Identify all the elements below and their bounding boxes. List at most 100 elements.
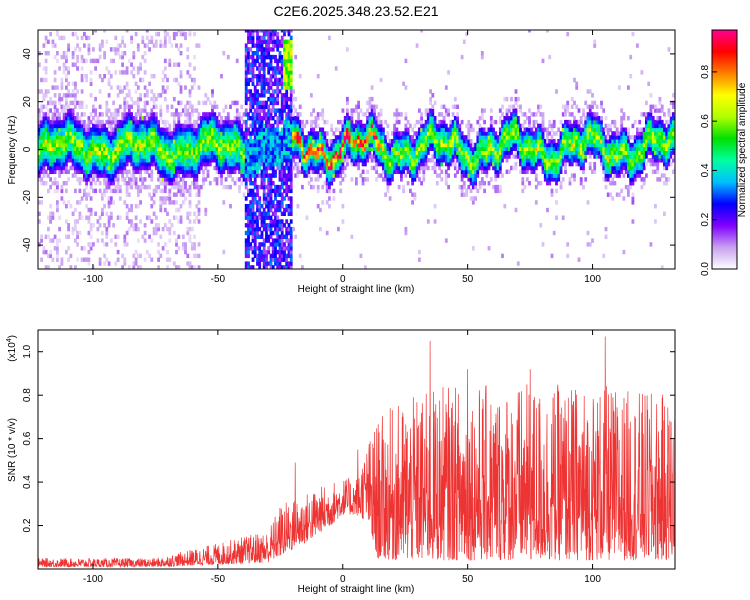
heatmap-cell bbox=[516, 131, 520, 136]
heatmap-cell bbox=[49, 204, 52, 209]
heatmap-cell bbox=[85, 257, 88, 262]
heatmap-cell bbox=[40, 161, 43, 167]
heatmap-cell bbox=[159, 108, 163, 113]
heatmap-cell bbox=[179, 215, 183, 220]
heatmap-cell bbox=[44, 265, 48, 269]
heatmap-cell bbox=[152, 135, 156, 140]
heatmap-cell bbox=[384, 161, 387, 167]
heatmap-cell bbox=[316, 204, 320, 209]
heatmap-cell bbox=[265, 165, 268, 171]
heatmap-cell bbox=[244, 249, 248, 255]
heatmap-cell bbox=[429, 108, 432, 113]
heatmap-cell bbox=[274, 211, 277, 216]
heatmap-cell bbox=[265, 116, 268, 121]
heatmap-cell bbox=[260, 123, 264, 129]
heatmap-cell bbox=[159, 161, 163, 167]
heatmap-cell bbox=[514, 116, 518, 121]
heatmap-cell bbox=[253, 96, 257, 102]
heatmap-cell bbox=[298, 104, 302, 109]
heatmap-cell bbox=[287, 188, 291, 194]
heatmap-cell bbox=[287, 116, 291, 121]
heatmap-cell bbox=[451, 131, 455, 136]
heatmap-cell bbox=[65, 104, 68, 109]
heatmap-cell bbox=[276, 62, 280, 67]
heatmap-cell bbox=[38, 116, 41, 121]
heatmap-cell bbox=[107, 108, 111, 113]
heatmap-cell bbox=[152, 119, 156, 125]
heatmap-cell bbox=[130, 207, 133, 213]
heatmap-cell bbox=[449, 142, 453, 148]
heatmap-cell bbox=[429, 127, 432, 132]
heatmap-cell bbox=[444, 173, 448, 178]
heatmap-cell bbox=[330, 161, 334, 167]
heatmap-cell bbox=[287, 108, 291, 113]
heatmap-cell bbox=[258, 30, 262, 33]
heatmap-cell bbox=[278, 112, 282, 117]
heatmap-cell bbox=[476, 142, 480, 148]
heatmap-cell bbox=[125, 119, 129, 125]
heatmap-cell bbox=[67, 119, 70, 125]
heatmap-cell bbox=[127, 226, 131, 232]
heatmap-cell bbox=[125, 215, 129, 220]
heatmap-cell bbox=[136, 169, 140, 174]
heatmap-cell bbox=[400, 146, 403, 151]
heatmap-cell bbox=[114, 70, 118, 75]
heatmap-cell bbox=[53, 150, 57, 155]
heatmap-cell bbox=[150, 108, 154, 113]
heatmap-cell bbox=[343, 165, 347, 171]
heatmap-cell bbox=[96, 116, 100, 121]
heatmap-cell bbox=[253, 246, 257, 251]
heatmap-cell bbox=[269, 184, 273, 190]
heatmap-cell bbox=[92, 154, 95, 159]
heatmap-cell bbox=[101, 139, 104, 144]
heatmap-cell bbox=[121, 54, 124, 60]
heatmap-cell bbox=[211, 116, 214, 121]
heatmap-cell bbox=[256, 173, 259, 178]
heatmap-cell bbox=[152, 100, 156, 106]
heatmap-cell bbox=[62, 66, 66, 71]
heatmap-cell bbox=[303, 154, 307, 159]
heatmap-cell bbox=[121, 116, 124, 121]
heatmap-cell bbox=[256, 188, 259, 194]
heatmap-cell bbox=[480, 154, 484, 159]
heatmap-cell bbox=[143, 223, 147, 228]
heatmap-cell bbox=[60, 127, 64, 132]
heatmap-cell bbox=[145, 43, 149, 48]
heatmap-cell bbox=[260, 173, 264, 178]
heatmap-cell bbox=[433, 154, 437, 159]
heatmap-cell bbox=[294, 139, 298, 144]
heatmap-cell bbox=[498, 135, 502, 140]
heatmap-cell bbox=[483, 158, 486, 163]
heatmap-cell bbox=[366, 177, 369, 182]
heatmap-cell bbox=[94, 127, 97, 132]
heatmap-cell bbox=[316, 139, 320, 144]
heatmap-cell bbox=[521, 181, 525, 186]
heatmap-cell bbox=[247, 89, 250, 94]
heatmap-cell bbox=[260, 74, 264, 79]
heatmap-cell bbox=[195, 158, 199, 163]
heatmap-cell bbox=[163, 150, 167, 155]
heatmap-cell bbox=[467, 184, 471, 190]
heatmap-cell bbox=[247, 261, 250, 266]
heatmap-cell bbox=[373, 116, 376, 121]
heatmap-cell bbox=[130, 119, 133, 125]
heatmap-cell bbox=[105, 100, 109, 106]
heatmap-cell bbox=[406, 146, 410, 151]
heatmap-cell bbox=[123, 100, 127, 106]
heatmap-cell bbox=[271, 131, 275, 136]
heatmap-cell bbox=[130, 131, 133, 136]
heatmap-cell bbox=[65, 219, 68, 224]
heatmap-cell bbox=[283, 165, 286, 171]
heatmap-cell bbox=[375, 116, 378, 121]
heatmap-cell bbox=[179, 127, 183, 132]
heatmap-cell bbox=[435, 146, 439, 151]
heatmap-cell bbox=[465, 173, 468, 178]
heatmap-cell bbox=[256, 81, 259, 86]
heatmap-cell bbox=[476, 188, 480, 194]
heatmap-cell bbox=[418, 150, 421, 155]
heatmap-cell bbox=[143, 93, 147, 98]
heatmap-cell bbox=[267, 261, 271, 266]
heatmap-cell bbox=[78, 161, 82, 167]
heatmap-cell bbox=[294, 127, 298, 132]
heatmap-cell bbox=[247, 154, 250, 159]
